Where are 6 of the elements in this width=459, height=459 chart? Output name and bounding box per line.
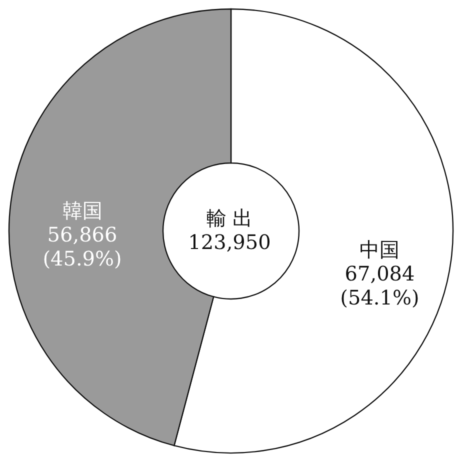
text: 123,950 [188, 230, 271, 254]
slice-label: 中国 [360, 237, 400, 262]
slice-label: 韓国 [62, 198, 102, 223]
data-label: 56,866 (45.9%) [42, 222, 122, 271]
data-label: 67,084 (54.1%) [340, 261, 420, 310]
text: 輸 出 [206, 206, 253, 230]
